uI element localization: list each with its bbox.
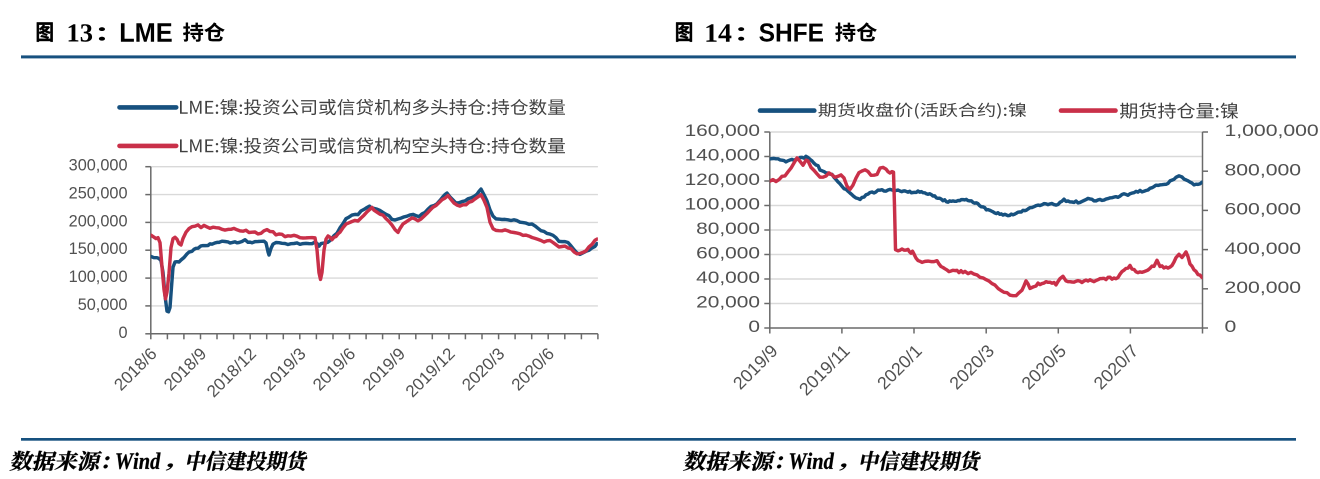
svg-text:200,000: 200,000 <box>1225 279 1302 297</box>
svg-text:300,000: 300,000 <box>69 157 128 175</box>
svg-text:160,000: 160,000 <box>685 121 760 139</box>
svg-text:100,000: 100,000 <box>69 268 128 286</box>
svg-text:0: 0 <box>1225 318 1237 336</box>
svg-text:50,000: 50,000 <box>78 296 128 314</box>
svg-text:0: 0 <box>748 317 760 335</box>
svg-text:250,000: 250,000 <box>69 185 128 203</box>
svg-text:800,000: 800,000 <box>1225 162 1302 180</box>
svg-text:0: 0 <box>118 324 127 342</box>
svg-text:80,000: 80,000 <box>696 219 760 237</box>
svg-text:140,000: 140,000 <box>685 146 760 164</box>
svg-text:60,000: 60,000 <box>696 244 760 262</box>
svg-text:120,000: 120,000 <box>685 170 760 188</box>
svg-text:100,000: 100,000 <box>685 195 760 213</box>
svg-text:400,000: 400,000 <box>1225 240 1302 258</box>
svg-text:200,000: 200,000 <box>69 212 128 230</box>
svg-text:600,000: 600,000 <box>1225 201 1302 219</box>
svg-text:150,000: 150,000 <box>69 240 128 258</box>
svg-text:1,000,000: 1,000,000 <box>1225 122 1319 140</box>
svg-text:20,000: 20,000 <box>696 293 760 311</box>
svg-text:40,000: 40,000 <box>696 268 760 286</box>
